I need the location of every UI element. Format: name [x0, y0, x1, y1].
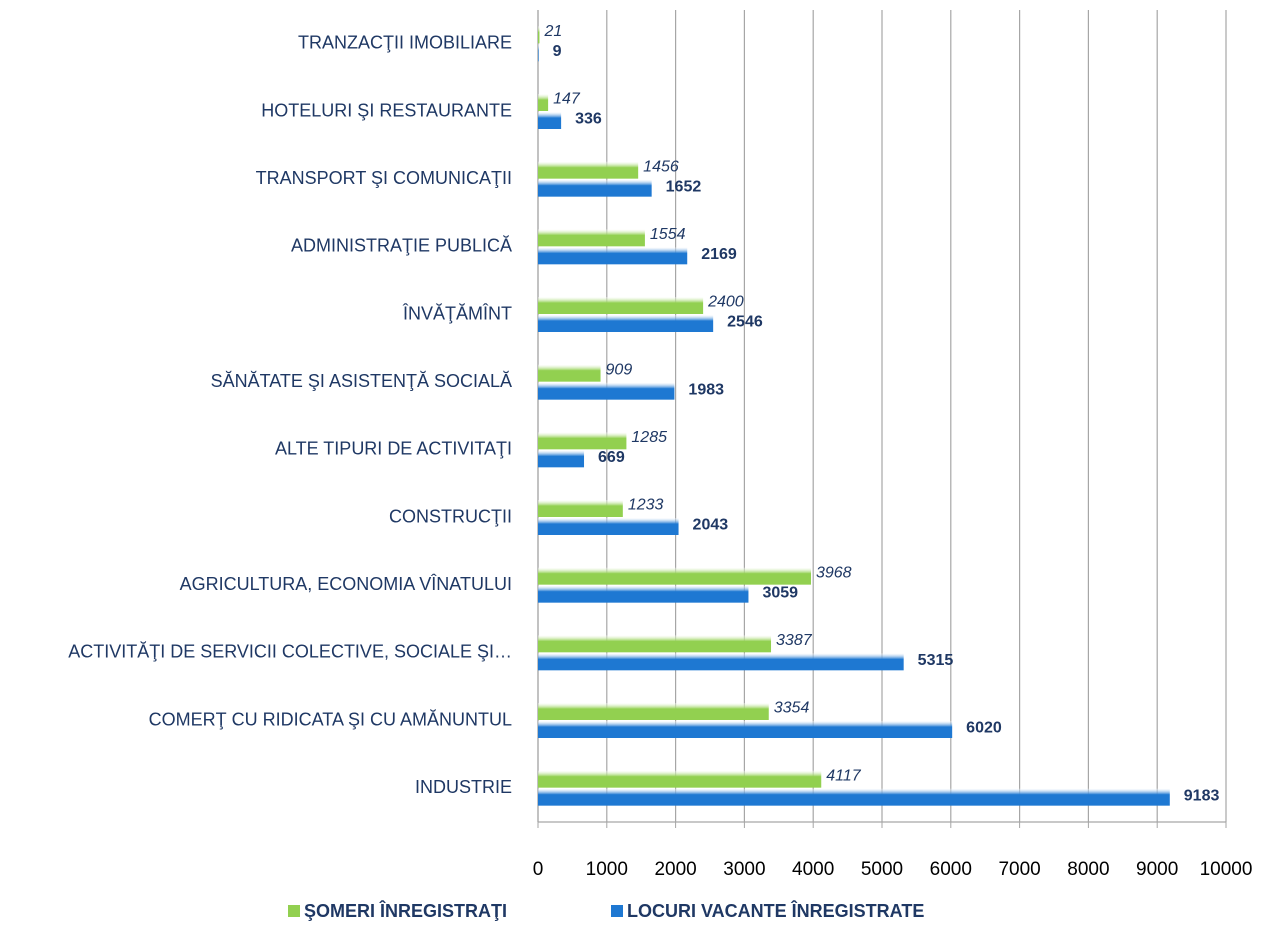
value-label: 2546 [727, 314, 763, 331]
value-label: 1554 [650, 226, 686, 243]
value-label: 6020 [966, 720, 1002, 737]
bar [538, 44, 539, 62]
category-label: HOTELURI ŞI RESTAURANTE [261, 100, 512, 120]
x-tick-label: 10000 [1200, 859, 1253, 880]
bar [538, 315, 714, 332]
category-label: ALTE TIPURI DE ACTIVITAŢI [275, 439, 512, 459]
value-label: 1456 [643, 158, 679, 175]
bar [538, 364, 601, 382]
value-label: 3354 [774, 700, 810, 717]
category-label: ÎNVĂŢĂMÎNT [402, 303, 512, 323]
x-tick-label: 3000 [723, 859, 765, 880]
bar [538, 788, 1170, 806]
category-label: ADMINISTRAŢIE PUBLICĂ [291, 236, 512, 256]
value-label: 1652 [666, 178, 702, 195]
bar [538, 770, 822, 788]
category-label: TRANSPORT ŞI COMUNICAŢII [256, 168, 512, 188]
category-label: COMERŢ CU RIDICATA ŞI CU AMĂNUNTUL [149, 709, 512, 729]
bar [538, 500, 623, 517]
value-label: 1285 [631, 429, 667, 446]
bar [538, 721, 953, 738]
bar [538, 229, 645, 247]
bar [538, 112, 562, 129]
value-label: 9 [553, 43, 562, 60]
value-label: 909 [606, 361, 633, 378]
x-tick-label: 6000 [930, 859, 972, 880]
value-label: 1233 [628, 497, 664, 514]
value-label: 9183 [1184, 787, 1220, 804]
x-tick-label: 0 [533, 859, 544, 880]
bar [538, 518, 679, 535]
bar [538, 703, 769, 720]
x-tick-label: 2000 [654, 859, 696, 880]
category-label: INDUSTRIE [415, 777, 512, 797]
bar [538, 297, 704, 314]
category-label: AGRICULTURA, ECONOMIA VÎNATULUI [180, 574, 512, 594]
value-label: 147 [553, 91, 581, 108]
bar [538, 432, 627, 450]
bar [538, 26, 540, 44]
bar [538, 653, 904, 671]
value-label: 21 [543, 23, 562, 40]
x-tick-label: 7000 [998, 859, 1040, 880]
legend-swatch [611, 905, 623, 917]
bar [538, 450, 585, 468]
value-label: 2400 [707, 294, 744, 311]
value-label: 336 [575, 111, 602, 128]
bar [538, 94, 549, 111]
value-label: 2169 [701, 246, 737, 263]
x-tick-label: 8000 [1067, 859, 1109, 880]
legend-label: ŞOMERI ÎNREGISTRAŢI [304, 900, 507, 921]
legend-swatch [288, 905, 300, 917]
bar [538, 161, 639, 179]
value-label: 4117 [826, 767, 862, 784]
x-tick-label: 5000 [861, 859, 903, 880]
category-label: TRANZACŢII IMOBILIARE [298, 33, 512, 53]
x-tick-label: 1000 [586, 859, 628, 880]
value-label: 2043 [693, 517, 729, 534]
bar [538, 635, 772, 653]
bar [538, 585, 749, 603]
bar [538, 567, 811, 585]
value-label: 3387 [776, 632, 813, 649]
x-tick-label: 9000 [1136, 859, 1178, 880]
value-label: 669 [598, 449, 625, 466]
bar [538, 382, 675, 400]
value-label: 3968 [816, 564, 852, 581]
category-label: SĂNĂTATE ŞI ASISTENŢĂ SOCIALĂ [211, 371, 512, 391]
value-label: 3059 [762, 584, 798, 601]
value-label: 1983 [688, 381, 724, 398]
category-label: ACTIVITĂŢI DE SERVICII COLECTIVE, SOCIAL… [68, 642, 512, 662]
bar [538, 247, 688, 265]
bar [538, 179, 652, 197]
category-label: CONSTRUCŢII [389, 506, 512, 526]
value-label: 5315 [918, 652, 954, 669]
x-tick-label: 4000 [792, 859, 834, 880]
legend-label: LOCURI VACANTE ÎNREGISTRATE [627, 900, 924, 921]
